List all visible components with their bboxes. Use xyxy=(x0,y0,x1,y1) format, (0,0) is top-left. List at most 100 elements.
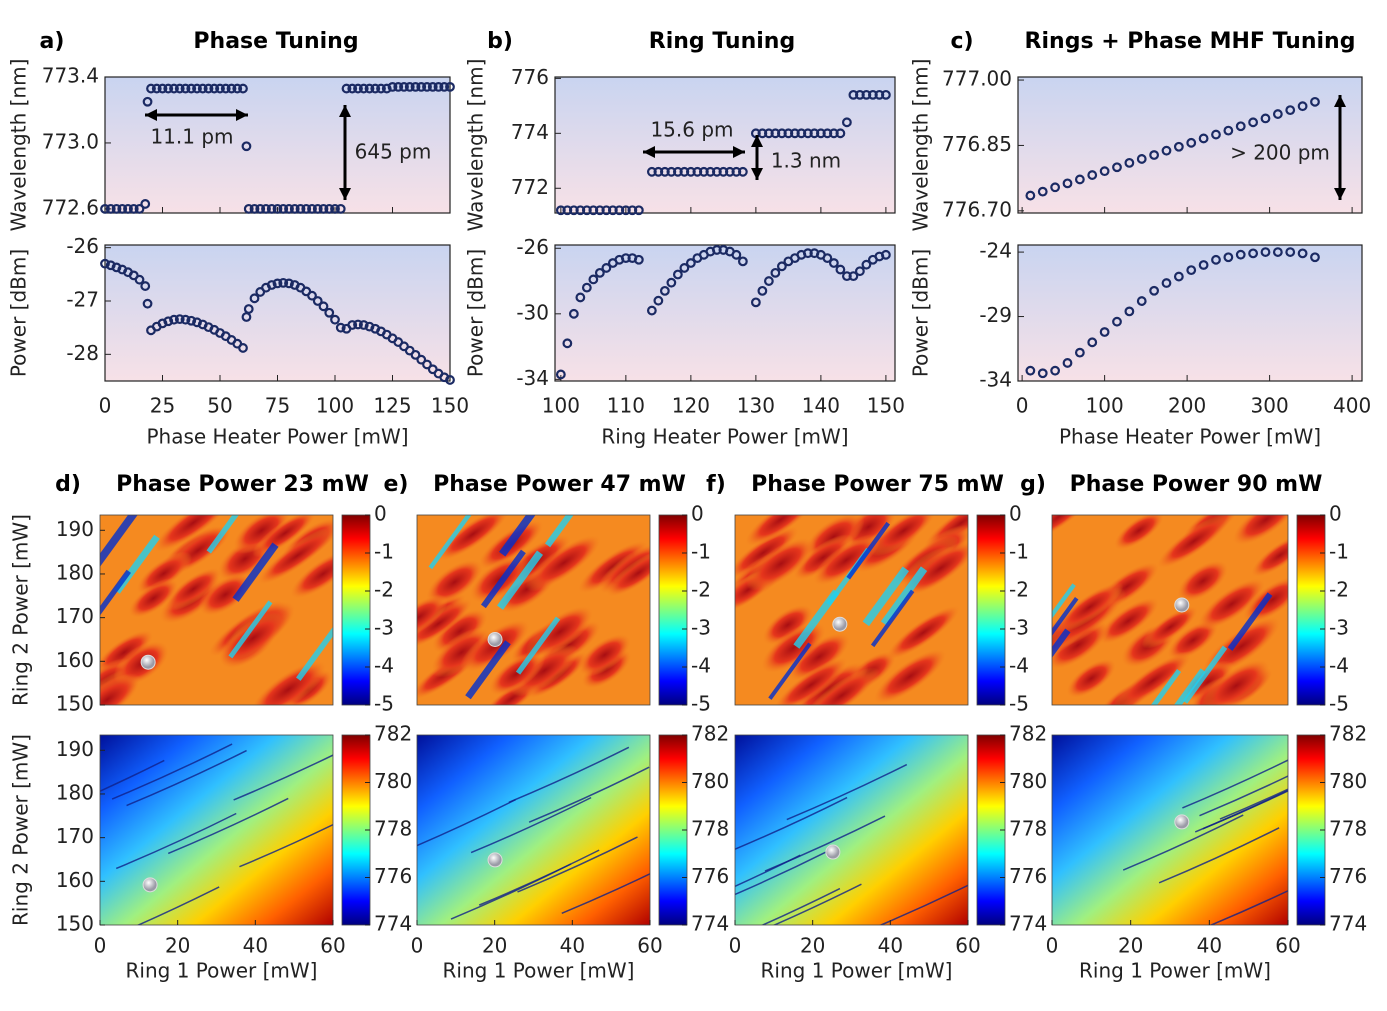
panel-title: Phase Tuning xyxy=(193,29,358,54)
data-point xyxy=(1149,150,1160,160)
annotation: 15.6 pm xyxy=(650,118,733,142)
heatmap-edge xyxy=(470,796,592,854)
data-point xyxy=(1260,247,1271,257)
y-tick-label: 180 xyxy=(56,780,94,804)
data-point xyxy=(1025,190,1036,201)
heatmap-lobe xyxy=(197,572,253,617)
data-point xyxy=(203,83,214,94)
y-tick-label: 776.85 xyxy=(942,132,1012,156)
x-tick-label: 0 xyxy=(94,934,107,958)
heatmap-edge xyxy=(1158,827,1280,884)
colorbar-tick-label: -2 xyxy=(1009,578,1029,602)
heatmap-streak xyxy=(1052,596,1079,636)
data-point xyxy=(1173,271,1184,282)
data-point xyxy=(575,292,586,303)
heatmap-streak xyxy=(870,589,915,648)
x-tick-label: 40 xyxy=(1197,934,1222,958)
data-point xyxy=(301,203,312,214)
heatmap-bg xyxy=(417,735,650,925)
x-tick-label: 130 xyxy=(737,394,775,418)
data-point xyxy=(416,81,427,92)
data-point xyxy=(1099,166,1110,177)
x-axis-label: Ring 1 Power [mW] xyxy=(761,959,953,983)
heatmap-lobe xyxy=(743,515,819,548)
data-point xyxy=(1186,137,1197,148)
data-point xyxy=(1037,368,1048,379)
data-point xyxy=(307,203,317,214)
data-point xyxy=(1310,96,1320,107)
heatmap-lobe xyxy=(772,656,850,705)
heatmap-edge xyxy=(417,798,517,847)
x-tick-label: 0 xyxy=(99,394,112,418)
marker xyxy=(832,616,848,632)
data-point xyxy=(880,249,891,260)
y-tick-label: -34 xyxy=(979,368,1012,392)
y-tick-label: 777.00 xyxy=(942,67,1012,91)
y-tick-label: 160 xyxy=(56,648,94,672)
data-point xyxy=(186,83,197,94)
data-point xyxy=(835,264,846,275)
heatmap-edge xyxy=(100,759,165,792)
data-point xyxy=(1050,365,1061,376)
x-axis-label: Ring 1 Power [mW] xyxy=(1079,959,1271,983)
heatmap-streak xyxy=(480,549,526,609)
data-point xyxy=(226,83,237,94)
heatmap-lobe xyxy=(100,673,142,705)
data-point xyxy=(1112,162,1122,173)
annotation: 645 pm xyxy=(355,140,432,164)
arrow-head xyxy=(339,188,351,200)
x-axis-label: Phase Heater Power [mW] xyxy=(1059,425,1321,449)
y-tick-label: -34 xyxy=(516,366,549,390)
data-point xyxy=(1099,327,1110,337)
x-axis-label: Ring Heater Power [mW] xyxy=(601,425,848,449)
heatmap-lobe xyxy=(792,534,854,581)
data-point xyxy=(364,83,375,94)
data-point xyxy=(1074,347,1085,358)
colorbar-tick-label: -3 xyxy=(691,616,711,640)
x-tick-label: 0 xyxy=(411,934,424,958)
y-tick-label: -28 xyxy=(66,341,99,365)
heatmap-edge xyxy=(772,883,862,925)
data-point xyxy=(854,266,865,277)
colorbar-tick-label: -5 xyxy=(1009,692,1029,716)
panel-label: f) xyxy=(706,472,726,497)
heatmap-streak xyxy=(793,589,840,649)
data-point xyxy=(243,304,254,314)
panel-label: c) xyxy=(950,29,973,54)
data-point xyxy=(1186,265,1197,276)
x-tick-label: 40 xyxy=(878,934,903,958)
heatmap-lobe xyxy=(1096,596,1161,646)
heatmap-lobe xyxy=(424,558,485,606)
data-point xyxy=(324,307,335,318)
data-point xyxy=(568,308,579,319)
data-point xyxy=(422,81,432,92)
x-tick-label: 100 xyxy=(316,394,354,418)
colorbar-tick-label: -2 xyxy=(691,578,711,602)
data-point xyxy=(822,253,833,264)
arrow-head xyxy=(751,135,763,147)
heatmap-lobe xyxy=(1065,657,1118,699)
heatmap-edge xyxy=(735,796,848,851)
colorbar-tick-label: 0 xyxy=(1009,502,1022,526)
annotation: 1.3 nm xyxy=(771,149,841,173)
data-point xyxy=(105,203,116,214)
colorbar-tick-label: -2 xyxy=(1329,578,1349,602)
data-point xyxy=(318,203,329,214)
plot-frame xyxy=(99,734,334,926)
data-point xyxy=(353,83,363,94)
panel-title: Ring Tuning xyxy=(649,29,795,54)
heatmap-lobe xyxy=(1176,559,1230,603)
data-point xyxy=(588,274,599,285)
data-point xyxy=(284,278,294,289)
data-point xyxy=(163,316,174,327)
colorbar-tick-label: -4 xyxy=(1009,654,1029,678)
x-tick-label: 120 xyxy=(672,394,710,418)
colorbar-tick-label: 780 xyxy=(374,769,412,793)
y-tick-label: 180 xyxy=(56,560,94,584)
plot-frame xyxy=(416,734,651,926)
heatmap-lobe xyxy=(1249,532,1288,578)
arrow-head xyxy=(643,146,655,158)
data-point xyxy=(238,343,248,353)
heatmap-bg xyxy=(735,735,968,925)
heatmap-lobe xyxy=(1052,515,1095,543)
